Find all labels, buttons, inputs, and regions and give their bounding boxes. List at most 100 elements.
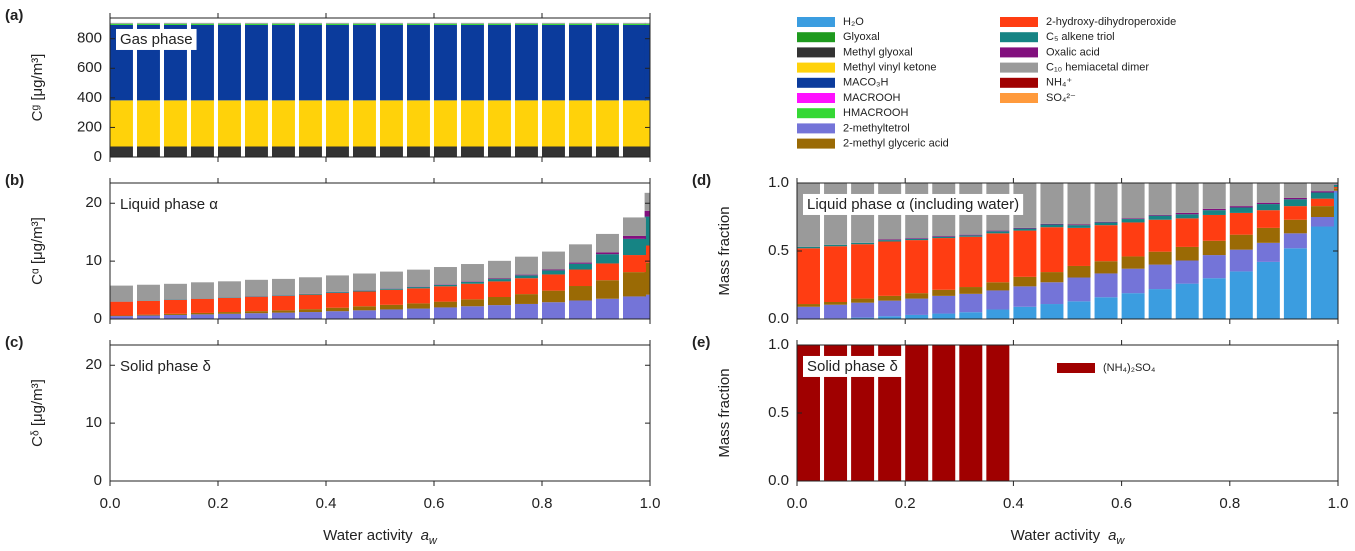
bar-segment: [218, 22, 241, 24]
bar-segment: [488, 305, 511, 319]
bar-segment: [407, 288, 430, 304]
bar-segment: [434, 267, 457, 285]
bar-segment: [1229, 207, 1253, 213]
bar-segment: [932, 295, 956, 314]
bar-segment: [878, 295, 902, 301]
legend-swatch: [797, 77, 835, 88]
bar-segment: [488, 100, 511, 147]
bar-segment: [1148, 214, 1172, 216]
legend-swatch: [797, 123, 835, 134]
bar-segment: [299, 22, 322, 24]
bar-segment: [299, 277, 322, 294]
bar-segment: [596, 23, 619, 25]
bar-segment: [596, 146, 619, 157]
bar-segment: [986, 309, 1010, 319]
bar-segment: [623, 296, 646, 319]
panel-label: (a): [5, 7, 23, 24]
bar-segment: [623, 272, 646, 297]
bar-segment: [1148, 219, 1172, 252]
bar-segment: [218, 100, 241, 147]
bar-segment: [1067, 183, 1091, 225]
bar-segment: [245, 24, 268, 101]
bar-segment: [272, 22, 295, 24]
y-tick-label: 10: [85, 414, 102, 431]
bar-segment: [905, 314, 929, 319]
bar-segment: [569, 263, 592, 270]
bar-segment: [299, 312, 322, 319]
bar-segment: [137, 23, 160, 25]
legend-label: NH₄⁺: [1046, 77, 1072, 89]
bar-segment: [986, 231, 1010, 234]
bar-segment: [353, 310, 376, 319]
bar-segment: [434, 22, 457, 24]
bar-segment: [1332, 183, 1338, 185]
bar-segment: [1175, 214, 1199, 219]
bar-segment: [623, 255, 646, 273]
bar-segment: [1310, 226, 1334, 319]
bar-segment: [1256, 204, 1280, 211]
bar-segment: [1121, 268, 1145, 294]
legend-swatch: [1000, 62, 1038, 73]
y-axis-title: Mass fraction: [716, 206, 733, 295]
bar-segment: [1121, 222, 1145, 257]
bar-segment: [272, 24, 295, 101]
bar-segment: [542, 100, 565, 147]
bar-segment: [623, 146, 646, 157]
bar-segment: [1332, 184, 1338, 187]
x-tick-label: 0.8: [1219, 495, 1240, 512]
bar-segment: [515, 22, 538, 24]
legend-swatch: [1000, 17, 1038, 27]
panel: 0 10 20 Cᵅ [μg/m³] (b) Liquid phase α: [5, 172, 651, 327]
bar-segment: [878, 300, 902, 317]
bar-segment: [1094, 222, 1118, 226]
bar-segment: [1175, 218, 1199, 247]
bar-segment: [1229, 249, 1253, 272]
bar-segment: [218, 146, 241, 157]
y-axis-title: Cᵅ [μg/m³]: [29, 217, 46, 285]
bar-segment: [488, 146, 511, 157]
bar-segment: [1148, 183, 1172, 215]
bar-segment: [407, 303, 430, 309]
bar-segment: [644, 210, 650, 217]
bar-segment: [569, 300, 592, 319]
bar-segment: [1175, 212, 1199, 215]
bar-segment: [596, 233, 619, 253]
bar-segment: [515, 275, 538, 279]
x-tick-label: 0.6: [1111, 495, 1132, 512]
y-tick-label: 0.0: [768, 472, 789, 489]
bar-segment: [407, 146, 430, 157]
bar-segment: [461, 299, 484, 307]
bar-segment: [164, 313, 187, 315]
y-tick-label: 0.5: [768, 242, 789, 259]
bar-segment: [326, 100, 349, 147]
bar-segment: [137, 100, 160, 147]
bar-segment: [905, 238, 929, 241]
x-tick-label: 0.2: [895, 495, 916, 512]
bar-segment: [959, 234, 983, 236]
bar-segment: [461, 264, 484, 282]
x-axis-title-text: Water activity: [1011, 527, 1101, 544]
bar-segment: [905, 293, 929, 299]
bar-segment: [353, 100, 376, 147]
bar-segment: [1229, 271, 1253, 319]
bar-segment: [272, 146, 295, 157]
bar-segment: [851, 345, 875, 481]
panel-title-bg: [803, 193, 1024, 215]
bar-segment: [623, 235, 646, 239]
bar-segment: [851, 317, 875, 319]
legend-swatch: [1000, 32, 1038, 43]
bar-segment: [434, 284, 457, 287]
y-tick-label: 400: [77, 89, 102, 106]
bar-segment: [380, 289, 403, 305]
bar-segment: [1283, 183, 1307, 198]
bar-segment: [164, 22, 187, 24]
bar-segment: [1175, 260, 1199, 284]
bar-segment: [137, 315, 160, 319]
bar-segment: [905, 345, 929, 481]
bar-segment: [596, 24, 619, 101]
x-tick-label: 0.6: [424, 495, 445, 512]
bar-segment: [488, 278, 511, 280]
bar-segment: [542, 269, 565, 271]
bar-segment: [932, 236, 956, 239]
